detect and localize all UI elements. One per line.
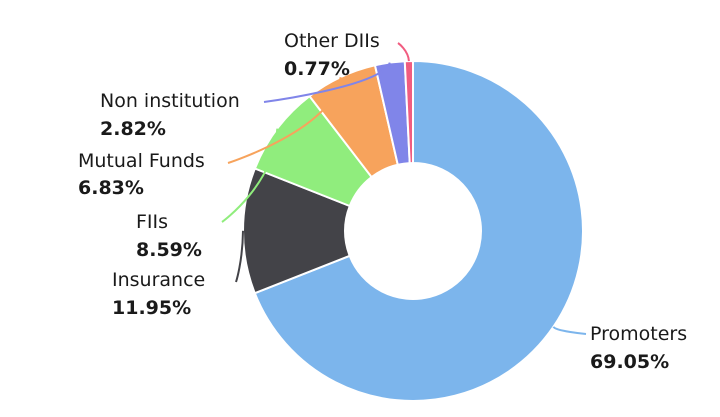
slices-layer	[242, 60, 584, 402]
connector-insurance	[235, 230, 244, 283]
label-value-insurance: 11.95%	[112, 297, 191, 319]
slice-promoters[interactable]	[253, 60, 584, 402]
label-name-promoters: Promoters	[590, 323, 687, 345]
connector-mutual-funds	[227, 77, 342, 164]
connector-other-diis	[397, 42, 410, 62]
label-value-other-diis: 0.77%	[284, 58, 350, 80]
label-value-promoters: 69.05%	[590, 351, 669, 373]
label-name-other-diis: Other DIIs	[284, 30, 380, 52]
connector-non-institution	[263, 62, 391, 103]
label-name-mutual-funds: Mutual Funds	[78, 150, 205, 172]
slice-other-diis[interactable]	[403, 60, 414, 165]
label-value-non-institution: 2.82%	[100, 118, 166, 140]
label-name-insurance: Insurance	[112, 269, 205, 291]
label-name-fiis: FIIs	[136, 211, 168, 233]
labels-layer: Promoters 69.05% Insurance 11.95% FIIs 8.59% M…	[78, 30, 687, 373]
label-value-fiis: 8.59%	[136, 239, 202, 261]
connector-fiis	[221, 128, 279, 223]
label-value-mutual-funds: 6.83%	[78, 177, 144, 199]
label-name-non-institution: Non institution	[100, 90, 240, 112]
connector-promoters	[552, 325, 587, 335]
connectors-layer	[221, 42, 587, 335]
